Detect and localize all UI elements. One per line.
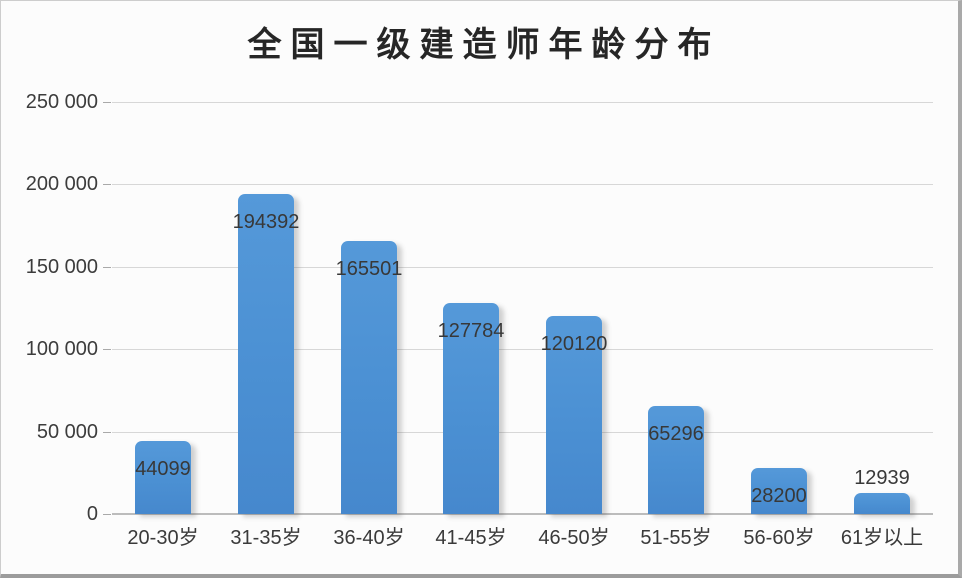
bar-value-label: 194392 bbox=[232, 211, 300, 233]
plot-area: 44099 194392 165501 127784 120120 65296 28200 1… bbox=[112, 102, 933, 515]
y-axis-tick-label: 250 000 bbox=[25, 91, 98, 113]
bar bbox=[135, 441, 191, 514]
x-axis-label: 20-30岁 bbox=[127, 527, 199, 549]
bar-value-label: 127784 bbox=[437, 320, 505, 342]
gridline bbox=[112, 432, 933, 433]
x-axis-label: 51-55岁 bbox=[640, 527, 712, 549]
bar-value-label: 65296 bbox=[648, 423, 704, 445]
gridline bbox=[112, 184, 933, 185]
y-axis-tick-label: 0 bbox=[86, 503, 98, 525]
chart-title: 全国一级建造师年龄分布 bbox=[247, 25, 721, 65]
x-axis-label: 31-35岁 bbox=[230, 527, 302, 549]
gridline bbox=[112, 267, 933, 268]
x-axis-line bbox=[112, 513, 933, 515]
y-axis-tick-mark bbox=[103, 102, 111, 103]
y-axis-tick-label: 200 000 bbox=[25, 173, 98, 195]
y-axis-tick-label: 50 000 bbox=[36, 421, 98, 443]
y-axis-tick-mark bbox=[103, 184, 111, 185]
x-axis-label: 46-50岁 bbox=[538, 527, 610, 549]
bar-value-label: 12939 bbox=[854, 467, 910, 489]
bar bbox=[341, 241, 397, 514]
x-axis-label: 41-45岁 bbox=[435, 527, 507, 549]
bar bbox=[648, 406, 704, 514]
bar-value-label: 165501 bbox=[335, 258, 403, 280]
y-axis-tick-mark bbox=[103, 267, 111, 268]
bar-value-label: 120120 bbox=[540, 333, 608, 355]
bar bbox=[854, 493, 910, 514]
bar bbox=[546, 316, 602, 514]
gridline bbox=[112, 349, 933, 350]
bar-value-label: 28200 bbox=[751, 485, 807, 507]
bar bbox=[751, 468, 807, 514]
bar bbox=[443, 303, 499, 514]
x-axis-label: 36-40岁 bbox=[333, 527, 405, 549]
x-axis-label: 61岁以上 bbox=[840, 527, 924, 549]
gridline bbox=[112, 102, 933, 103]
bar-value-label: 44099 bbox=[135, 458, 191, 480]
y-axis-tick-mark bbox=[103, 432, 111, 433]
y-axis-tick-mark bbox=[103, 514, 111, 515]
y-axis-tick-mark bbox=[103, 349, 111, 350]
bar bbox=[238, 194, 294, 514]
y-axis-tick-label: 150 000 bbox=[25, 256, 98, 278]
y-axis-tick-label: 100 000 bbox=[25, 338, 98, 360]
x-axis-label: 56-60岁 bbox=[743, 527, 815, 549]
